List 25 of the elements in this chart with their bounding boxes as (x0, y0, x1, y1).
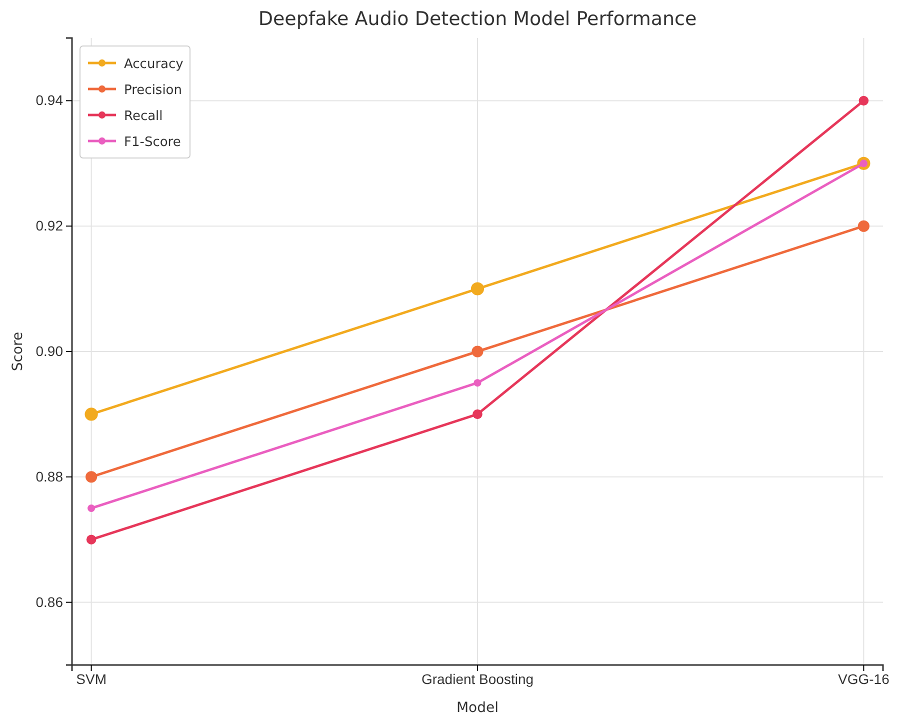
y-tick-label: 0.92 (36, 218, 64, 234)
x-axis-title: Model (456, 700, 499, 716)
point (84, 408, 98, 421)
y-tick-label: 0.86 (36, 594, 64, 610)
x-tick-label: SVM (76, 670, 106, 687)
x-tick-label: Gradient Boosting (421, 670, 534, 687)
x-tick-label: VGG-16 (838, 670, 890, 687)
y-tick-label: 0.94 (36, 92, 64, 108)
point (474, 379, 482, 387)
point (86, 534, 96, 544)
y-axis-title: Score (10, 332, 26, 372)
legend-label: F1-Score (124, 135, 181, 150)
point (470, 282, 484, 296)
point (858, 96, 869, 106)
point (88, 504, 96, 512)
point (858, 220, 870, 232)
point (86, 471, 98, 483)
chart-title: Deepfake Audio Detection Model Performance (258, 8, 697, 30)
point (472, 409, 482, 420)
legend-label: Recall (124, 109, 163, 124)
legend-label: Accuracy (124, 57, 184, 72)
legend-label: Precision (124, 83, 182, 98)
point (472, 346, 484, 358)
y-tick-label: 0.90 (36, 342, 64, 359)
y-tick-label: 0.88 (36, 468, 64, 484)
